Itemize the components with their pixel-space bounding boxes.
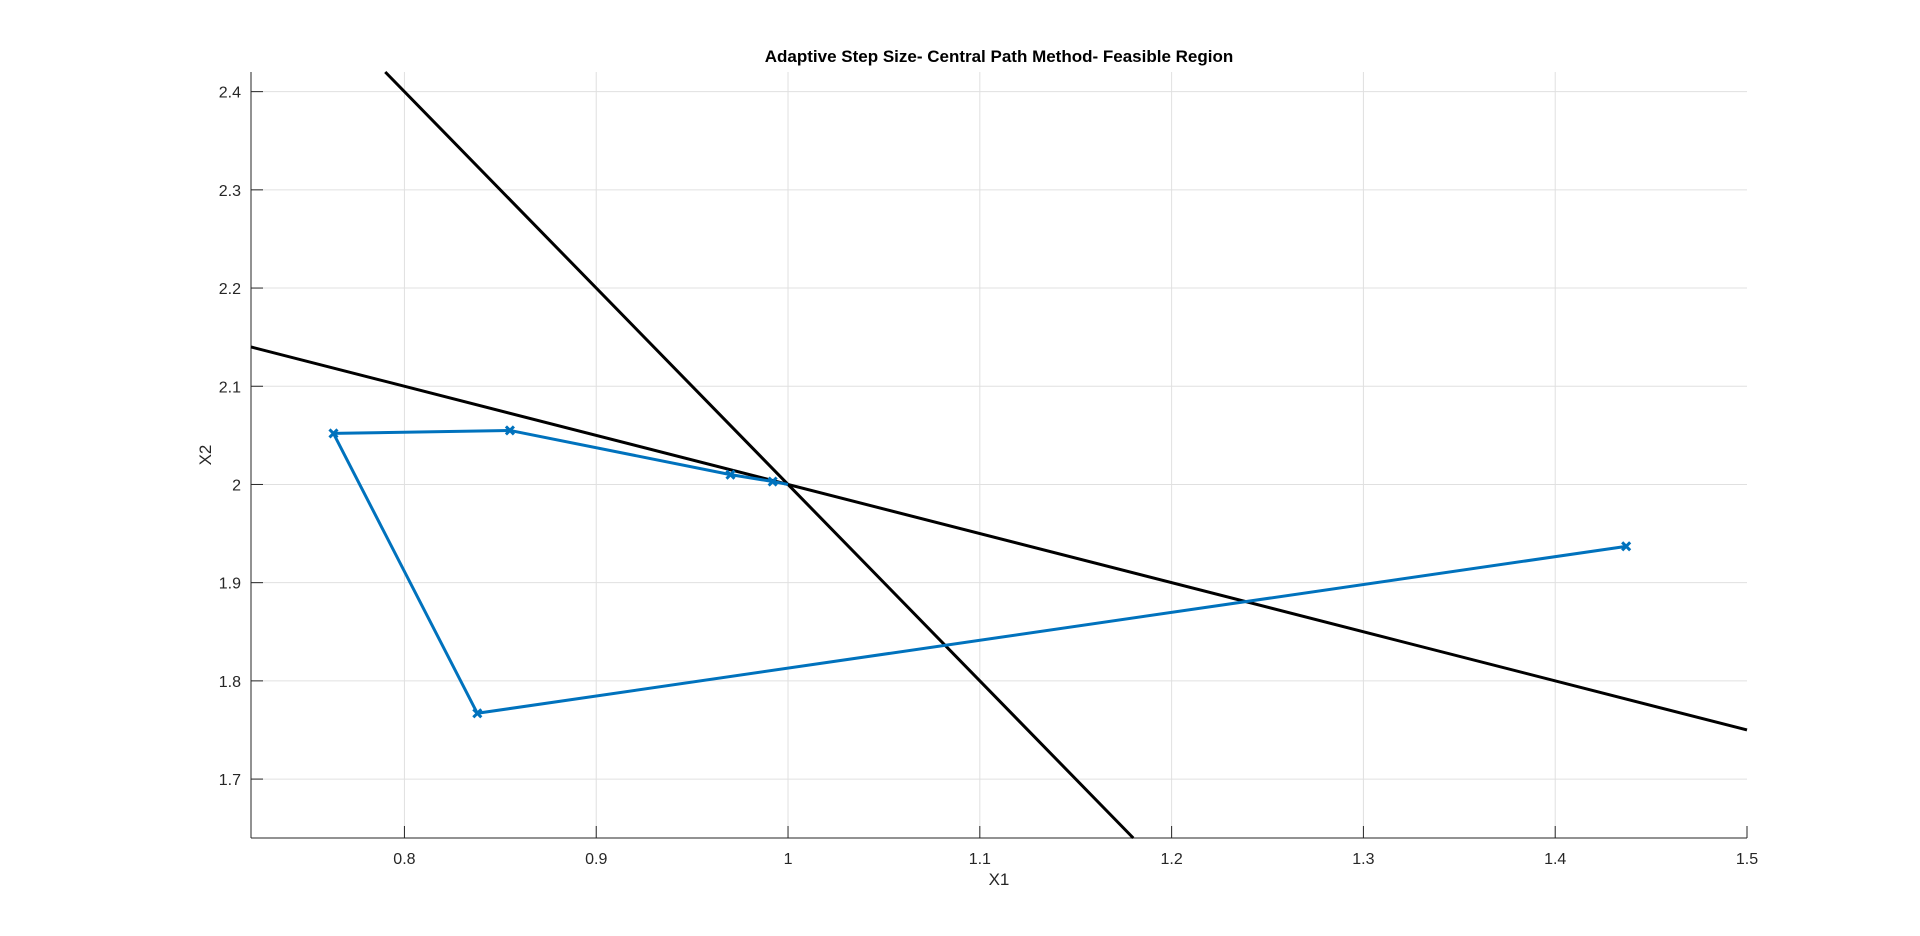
- x-ticks: 0.8 0.9 1 1.1 1.2 1.3 1.4 1.5: [393, 826, 1758, 868]
- y-tick-label: 2: [232, 477, 241, 494]
- x-tick-label: 1.2: [1160, 851, 1182, 868]
- constraint-line-1: [384, 70, 1135, 840]
- x-tick-label: 1.5: [1736, 851, 1758, 868]
- y-tick-label: 1.7: [219, 772, 241, 789]
- grid: [251, 72, 1747, 838]
- series-marker: [767, 476, 778, 487]
- y-tick-label: 1.9: [219, 576, 241, 593]
- series-marker: [504, 425, 515, 436]
- y-tick-label: 2.1: [219, 379, 241, 396]
- series-marker: [472, 708, 483, 719]
- series-marker: [1621, 541, 1632, 552]
- series-marker: [725, 469, 736, 480]
- x-tick-label: 1.4: [1544, 851, 1566, 868]
- y-tick-label: 2.4: [219, 85, 241, 102]
- x-tick-label: 0.8: [393, 851, 415, 868]
- y-tick-label: 1.8: [219, 674, 241, 691]
- x-tick-label: 1.1: [969, 851, 991, 868]
- chart-title: Adaptive Step Size- Central Path Method-…: [765, 47, 1234, 66]
- axes: [250, 72, 1747, 839]
- x-axis-label: X1: [989, 870, 1010, 889]
- y-axis-label: X2: [196, 445, 215, 466]
- y-tick-label: 2.3: [219, 183, 241, 200]
- y-ticks: 1.7 1.8 1.9 2 2.1 2.2 2.3 2.4: [219, 85, 263, 789]
- y-tick-label: 2.2: [219, 281, 241, 298]
- plot-area: [251, 72, 1747, 838]
- x-tick-label: 1: [784, 851, 793, 868]
- data-series: [328, 425, 1632, 719]
- constraint-lines: [250, 70, 1748, 840]
- series-marker: [328, 428, 339, 439]
- x-tick-label: 1.3: [1352, 851, 1374, 868]
- constraint-line-2: [250, 345, 1748, 732]
- x-tick-label: 0.9: [585, 851, 607, 868]
